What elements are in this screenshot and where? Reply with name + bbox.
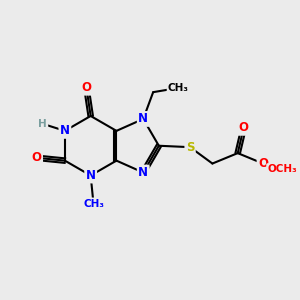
Text: O: O bbox=[258, 157, 268, 170]
Text: O: O bbox=[81, 81, 92, 94]
Text: N: N bbox=[60, 124, 70, 137]
Text: N: N bbox=[86, 169, 96, 182]
Text: N: N bbox=[138, 166, 148, 179]
Text: O: O bbox=[239, 121, 249, 134]
Text: OCH₃: OCH₃ bbox=[268, 164, 297, 175]
Text: O: O bbox=[32, 151, 42, 164]
Text: CH₃: CH₃ bbox=[83, 199, 104, 209]
Text: N: N bbox=[138, 112, 148, 125]
Text: CH₃: CH₃ bbox=[168, 83, 189, 93]
Text: H: H bbox=[38, 119, 47, 129]
Text: S: S bbox=[186, 141, 194, 154]
